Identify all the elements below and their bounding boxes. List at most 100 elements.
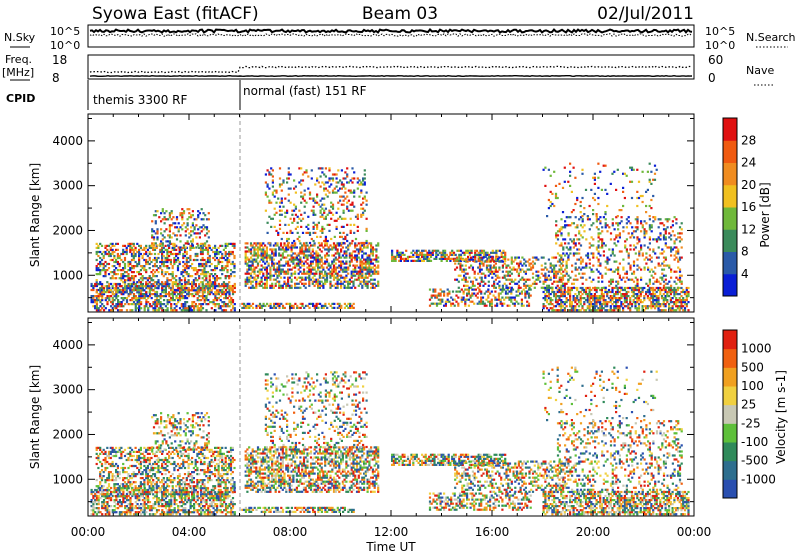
power-cell: [524, 270, 527, 273]
power-cell: [345, 254, 348, 257]
power-cell: [618, 274, 621, 277]
power-cell: [301, 250, 304, 253]
power-cell: [203, 271, 206, 274]
power-cell: [273, 304, 276, 307]
power-cell: [505, 266, 508, 269]
power-cell: [132, 265, 135, 268]
power-cell: [278, 219, 282, 222]
power-cell: [171, 281, 174, 284]
power-cell: [140, 301, 143, 304]
power-cell: [244, 250, 247, 253]
power-cell: [201, 271, 204, 274]
power-cell: [353, 231, 356, 234]
power-cell: [138, 286, 141, 290]
power-cell: [459, 257, 463, 260]
power-cell: [95, 265, 98, 268]
power-cell: [593, 293, 596, 296]
power-cell: [401, 257, 404, 260]
power-cell: [675, 288, 678, 292]
power-cell: [365, 229, 368, 232]
power-cell: [595, 286, 598, 290]
power-cell: [102, 265, 105, 268]
power-cell: [116, 283, 119, 286]
power-cell: [301, 173, 305, 176]
power-cell: [290, 286, 293, 289]
power-cell: [166, 284, 169, 288]
power-cell: [184, 284, 187, 288]
power-cell: [504, 255, 507, 258]
power-cell: [297, 282, 300, 285]
power-cell: [396, 253, 399, 256]
power-cell: [329, 282, 332, 285]
power-cell: [171, 295, 174, 298]
power-cell: [224, 293, 228, 296]
power-cell: [581, 288, 584, 292]
power-cell: [127, 279, 130, 282]
power-cell: [311, 266, 314, 269]
power-cell: [567, 299, 570, 302]
power-cell: [595, 299, 598, 302]
nsky-panel: N.Sky 10^5 10^0 10^5 10^0 N.Search: [4, 24, 796, 52]
power-cell: [212, 277, 215, 280]
power-cell: [377, 256, 380, 259]
power-cell: [108, 309, 111, 312]
power-cell: [129, 303, 132, 306]
power-cell: [99, 256, 102, 260]
power-cell: [487, 270, 490, 273]
power-cell: [356, 217, 359, 220]
power-cell: [182, 303, 185, 306]
power-cell: [371, 252, 374, 255]
power-cell: [678, 301, 681, 304]
power-cell: [244, 254, 247, 257]
power-cell: [226, 275, 229, 278]
power-cell: [159, 260, 162, 264]
power-cell: [611, 297, 614, 300]
power-cell: [446, 298, 449, 301]
nsearch-tick-top: 10^5: [705, 25, 735, 38]
power-cell: [157, 271, 160, 274]
power-cell: [327, 302, 331, 305]
power-cell: [180, 293, 183, 296]
power-cell: [597, 264, 600, 267]
power-cell: [359, 274, 362, 277]
power-cell: [271, 169, 274, 172]
power-cell: [226, 260, 229, 264]
power-cell: [256, 242, 260, 245]
power-cell: [260, 280, 263, 283]
power-cell: [368, 256, 371, 259]
power-cell: [325, 276, 329, 279]
power-cell: [223, 309, 226, 312]
power-cell: [571, 282, 574, 285]
power-cell: [440, 253, 443, 256]
power-cell: [629, 309, 632, 312]
power-cell: [163, 299, 166, 302]
power-cell: [266, 185, 269, 188]
power-cell: [335, 173, 338, 176]
power-cell: [624, 240, 627, 243]
power-cell: [428, 257, 431, 260]
power-cell: [320, 272, 323, 275]
power-cell: [466, 284, 469, 287]
power-cell: [417, 253, 420, 256]
power-cell: [508, 282, 512, 285]
power-cell: [268, 241, 271, 245]
power-cell: [561, 258, 565, 261]
power-cell: [161, 307, 164, 310]
power-cell: [467, 257, 470, 260]
power-cell: [192, 287, 195, 290]
power-cell: [551, 268, 554, 271]
power-cell: [269, 270, 272, 273]
power-cell: [574, 266, 577, 269]
power-cell: [175, 279, 178, 282]
power-cell: [419, 251, 422, 254]
power-cell: [249, 272, 253, 275]
power-cell: [331, 213, 335, 216]
power-cell: [352, 250, 355, 253]
power-cell: [514, 278, 517, 281]
power-cell: [312, 211, 315, 214]
power-cell: [321, 215, 324, 218]
power-cell: [203, 275, 206, 278]
power-cell: [214, 258, 217, 262]
power-cell: [158, 216, 161, 219]
power-cell: [304, 304, 308, 307]
